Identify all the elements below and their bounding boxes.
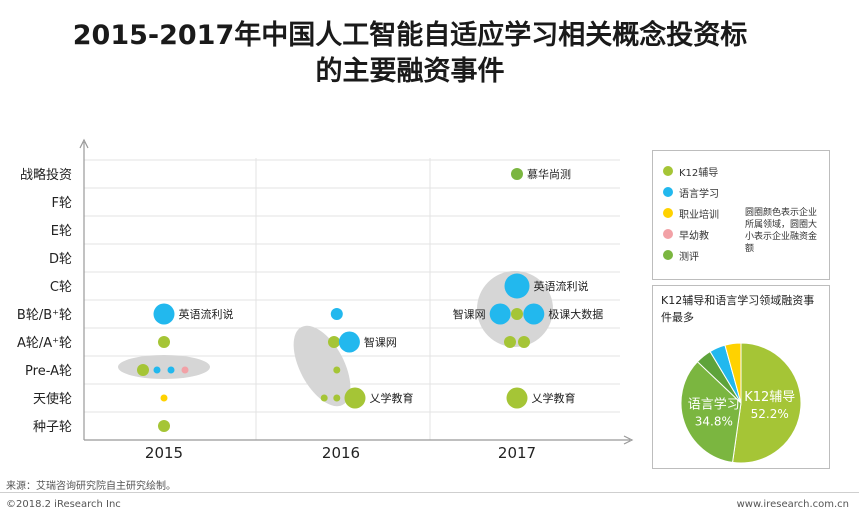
website: www.iresearch.com.cn [736, 499, 849, 510]
legend-note: 圆圈颜色表示企业所属领域，圆圈大小表示企业融资金额 [745, 208, 818, 254]
y-tick-label: A轮/A⁺轮 [17, 336, 72, 351]
y-tick-label: B轮/B⁺轮 [17, 308, 72, 323]
bubble [153, 366, 161, 374]
bubble [344, 387, 366, 409]
bubble [158, 336, 170, 348]
pie-slice [724, 342, 742, 404]
bubble [158, 420, 170, 432]
legend-dot-assessment [663, 250, 673, 260]
y-tick-label: 战略投资 [20, 167, 72, 183]
source-note: 来源：艾瑞咨询研究院自主研究绘制。 [6, 481, 176, 492]
bubble [504, 336, 516, 348]
bubble-label: 乂学教育 [370, 391, 414, 405]
bubble-label: 智课网 [453, 307, 486, 321]
legend-item-assessment: 测评 [663, 247, 699, 263]
bubble [523, 303, 545, 325]
bubble [518, 336, 530, 348]
y-tick-label: F轮 [52, 196, 72, 211]
pie-slice-value: 52.2% [751, 407, 789, 421]
chart-title: 2015-2017年中国人工智能自适应学习相关概念投资标 的主要融资事件 [0, 18, 820, 90]
legend-item-early: 早幼教 [663, 226, 709, 242]
y-tick-label: C轮 [50, 280, 72, 295]
y-tick-label: 种子轮 [33, 420, 72, 435]
bubble [328, 336, 340, 348]
pie-slice [680, 360, 742, 463]
bubble-label: 极课大数据 [548, 307, 603, 321]
y-axis-arrow [79, 138, 89, 149]
pie-slice-label: K12辅导 [744, 390, 795, 405]
legend-label-assessment: 测评 [679, 251, 699, 263]
pie-slice [731, 342, 802, 464]
bubble [489, 303, 511, 325]
group-ellipse-2016 [293, 325, 351, 407]
bubble [506, 387, 528, 409]
bubble [330, 308, 343, 320]
bubble-label: 智课网 [364, 335, 397, 349]
title-line-1: 2015-2017年中国人工智能自适应学习相关概念投资标 [72, 20, 748, 51]
legend-item-k12: K12辅导 [663, 163, 718, 179]
bubble-label: 英语流利说 [534, 279, 589, 293]
pie-slice-label: 语言学习 [688, 396, 740, 412]
pie-slice-value: 34.8% [695, 414, 733, 428]
group-ellipse-2015 [118, 355, 210, 379]
bubble [160, 394, 168, 402]
title-line-2: 的主要融资事件 [315, 56, 505, 87]
x-axis-arrow [623, 435, 634, 445]
y-tick-label: 天使轮 [33, 391, 72, 407]
x-tick-label: 2016 [322, 444, 360, 462]
bubble-label: 英语流利说 [179, 307, 234, 321]
pie-title: K12辅导和语言学习领域融资事件最多 [661, 294, 815, 324]
y-tick-label: E轮 [51, 224, 72, 239]
bubble [338, 331, 360, 353]
bubble [181, 366, 189, 374]
bubble-label: 乂学教育 [532, 391, 576, 405]
legend-item-vocational: 职业培训 [663, 205, 719, 221]
pie-chart: K12辅导 52.2% 语言学习 34.8% [680, 342, 802, 464]
bubble [511, 168, 523, 180]
copyright: ©2018.2 iResearch Inc [6, 499, 121, 510]
bubble [137, 364, 149, 376]
legend-label-k12: K12辅导 [679, 167, 719, 179]
bubble [333, 366, 341, 374]
footer-divider [0, 492, 859, 493]
legend-label-early: 早幼教 [679, 230, 709, 242]
x-tick-label: 2015 [145, 444, 183, 462]
pie-panel: K12辅导和语言学习领域融资事件最多 K12辅导 52.2% 语言学习 34.8% [652, 285, 830, 469]
bubble [333, 394, 341, 402]
legend: K12辅导 语言学习 职业培训 早幼教 测评 圆圈颜色表示企业所属领域，圆圈大小… [652, 150, 830, 280]
bubble [153, 303, 175, 325]
y-tick-label: D轮 [49, 252, 72, 267]
legend-label-language: 语言学习 [679, 188, 719, 200]
legend-item-language: 语言学习 [663, 184, 719, 200]
legend-dot-language [663, 187, 673, 197]
legend-dot-vocational [663, 208, 673, 218]
legend-dot-early [663, 229, 673, 239]
bubble [511, 308, 523, 320]
bubble [320, 394, 328, 402]
bubble [504, 273, 530, 299]
bubble-label: 慕华尚测 [527, 167, 571, 181]
bubble [167, 366, 175, 374]
x-tick-label: 2017 [498, 444, 536, 462]
legend-dot-k12 [663, 166, 673, 176]
legend-label-vocational: 职业培训 [679, 209, 719, 221]
y-tick-label: Pre-A轮 [25, 364, 72, 379]
